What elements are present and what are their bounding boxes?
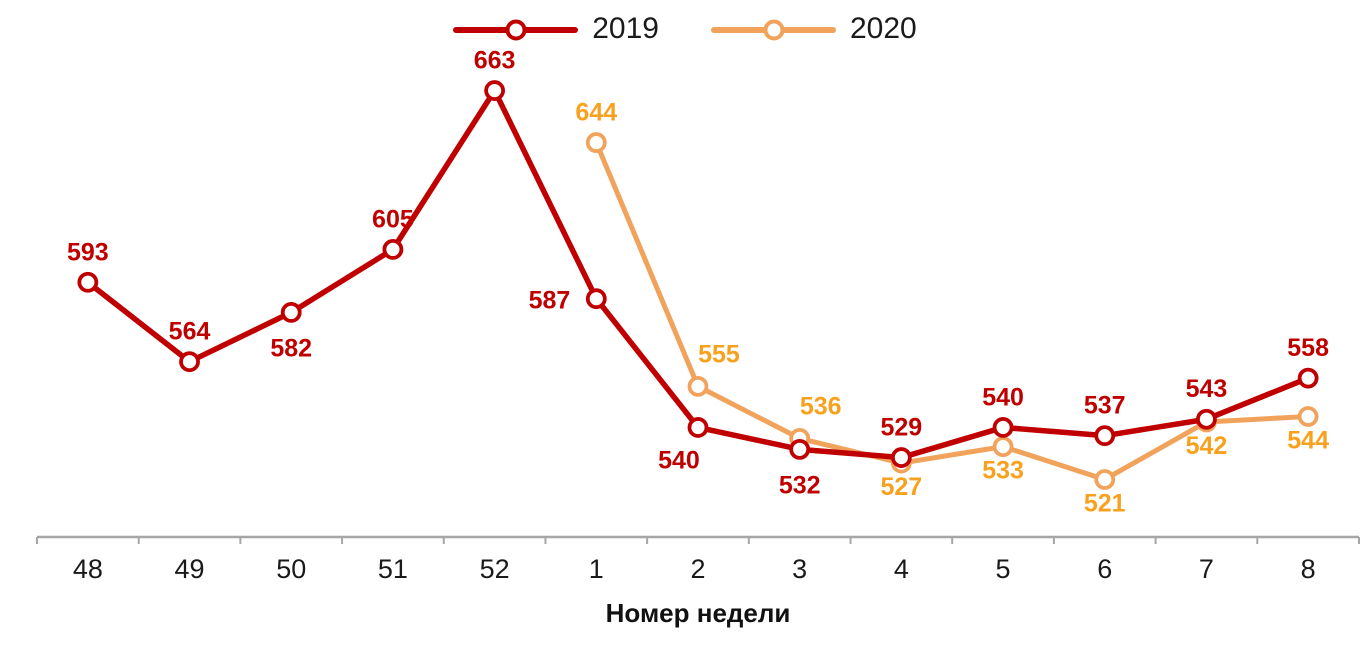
x-tick-label: 1 bbox=[589, 554, 604, 584]
series-2019-marker bbox=[1196, 408, 1217, 430]
series-2020-marker bbox=[1094, 469, 1116, 490]
legend-marker-icon bbox=[505, 19, 527, 41]
x-tick-label: 7 bbox=[1199, 554, 1214, 584]
legend: 2019 2020 bbox=[0, 14, 1370, 46]
series-2019-marker bbox=[484, 80, 506, 101]
series-2020-data-label: 555 bbox=[698, 340, 740, 368]
x-tick-label: 6 bbox=[1097, 554, 1112, 584]
series-2019-marker bbox=[280, 302, 302, 323]
legend-line-sample-2019 bbox=[453, 19, 579, 41]
series-2020-data-label: 542 bbox=[1186, 432, 1228, 460]
x-axis-title: Номер недели bbox=[605, 598, 791, 628]
series-2019-data-label: 532 bbox=[779, 471, 821, 499]
series-2019-marker bbox=[585, 288, 607, 310]
legend-label-2019: 2019 bbox=[592, 12, 659, 45]
series-2019-data-label: 587 bbox=[529, 287, 571, 315]
x-tick-label: 8 bbox=[1301, 554, 1316, 584]
series-2019-marker bbox=[789, 438, 811, 460]
legend-marker-icon bbox=[763, 19, 784, 41]
x-tick-label: 50 bbox=[276, 554, 306, 584]
x-tick-label: 2 bbox=[690, 554, 705, 584]
x-tick-label: 51 bbox=[378, 554, 408, 584]
legend-label-2020: 2020 bbox=[850, 12, 917, 45]
series-2019-marker bbox=[687, 417, 709, 438]
series-2020-data-label: 521 bbox=[1084, 489, 1126, 517]
series-2019-marker bbox=[179, 351, 200, 373]
series-2019-data-label: 558 bbox=[1287, 334, 1329, 362]
series-2020-data-label: 527 bbox=[881, 473, 923, 501]
series-2020-data-label: 644 bbox=[575, 99, 617, 127]
series-2019-marker bbox=[890, 447, 912, 468]
series-2019-data-label: 605 bbox=[372, 205, 414, 233]
series-2019-data-label: 543 bbox=[1186, 375, 1228, 403]
series-2019-data-label: 540 bbox=[658, 446, 700, 474]
legend-item-2019[interactable]: 2019 bbox=[453, 14, 659, 46]
x-tick-label: 48 bbox=[73, 554, 103, 584]
series-2019-marker bbox=[1297, 367, 1319, 389]
legend-item-2020[interactable]: 2020 bbox=[711, 14, 917, 46]
series-2020-data-label: 544 bbox=[1287, 426, 1329, 454]
series-2019-data-label: 663 bbox=[474, 47, 516, 75]
x-tick-label: 4 bbox=[894, 554, 909, 584]
x-tick-label: 52 bbox=[480, 554, 510, 584]
legend-line-sample-2020 bbox=[711, 19, 836, 41]
series-2019-data-label: 582 bbox=[270, 334, 312, 362]
x-tick-label: 49 bbox=[175, 554, 205, 584]
series-2020-data-label: 533 bbox=[982, 457, 1024, 485]
x-tick-label: 3 bbox=[792, 554, 807, 584]
series-2019-data-label: 537 bbox=[1084, 392, 1126, 420]
series-2020-line bbox=[593, 140, 1311, 482]
series-2020-marker bbox=[687, 375, 709, 397]
series-2019-data-label: 593 bbox=[67, 238, 109, 266]
series-2019-marker bbox=[382, 239, 404, 260]
series-2019-data-label: 540 bbox=[982, 383, 1024, 411]
series-2019-data-label: 564 bbox=[169, 318, 211, 346]
series-2019-marker bbox=[1094, 425, 1116, 447]
series-2019-marker bbox=[992, 417, 1014, 438]
x-tick-label: 5 bbox=[996, 554, 1011, 584]
series-2020-data-label: 536 bbox=[800, 392, 842, 420]
series-2019-data-label: 529 bbox=[881, 414, 923, 442]
series-2020-marker bbox=[992, 436, 1014, 458]
series-2020-marker bbox=[1297, 406, 1319, 427]
series-2019-marker bbox=[77, 271, 99, 293]
series-2020-marker bbox=[585, 132, 607, 153]
